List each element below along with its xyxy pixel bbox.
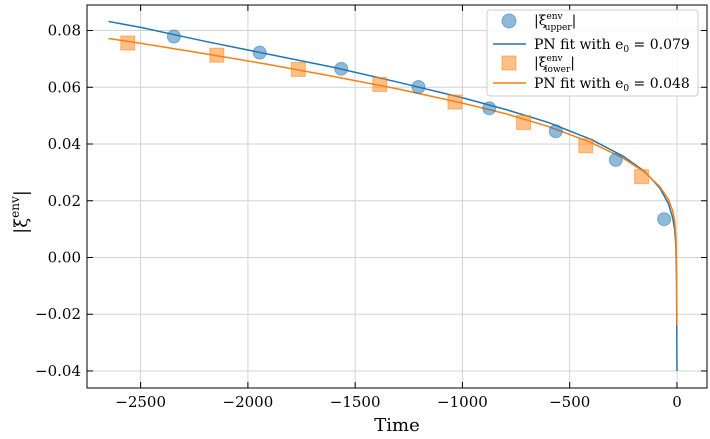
y-tick-label: 0.02 (48, 192, 81, 210)
legend-label-upper-main: |ξ (534, 13, 547, 29)
data-point-lower (372, 76, 388, 92)
x-tick-label: −500 (549, 393, 590, 411)
svg-text:PN fit with e0 = 0.079: PN fit with e0 = 0.079 (534, 37, 690, 55)
legend-entry-fit-lower: PN fit with e0 = 0.048 (493, 76, 690, 94)
legend-entry-fit-upper: PN fit with e0 = 0.079 (493, 37, 690, 55)
y-tick-label: 0.00 (48, 248, 81, 266)
data-point-upper (482, 101, 497, 116)
x-tick-label: −2000 (223, 393, 274, 411)
x-tick-label: 0 (672, 393, 682, 411)
y-tick-label: 0.06 (48, 78, 81, 96)
x-tick-label: −2500 (115, 393, 166, 411)
y-axis-title-sup: env (8, 196, 22, 218)
y-axis-title-close: | (11, 190, 32, 196)
data-point-upper (411, 79, 426, 94)
legend-label-upper-sub: upper (545, 23, 573, 33)
legend-label-lower-close: | (570, 55, 575, 71)
data-point-lower (447, 94, 463, 110)
svg-text:|ξenv|: |ξenv| (8, 190, 32, 234)
legend-entry-lower: |ξenv lower| (501, 54, 575, 75)
data-point-upper (657, 212, 672, 227)
legend-label-fit-upper-text: PN fit with e (534, 37, 623, 53)
data-point-lower (578, 138, 594, 154)
data-point-lower (209, 47, 225, 63)
legend-label-upper-close: | (572, 13, 577, 29)
legend-label-fit-upper-value: = 0.079 (629, 37, 690, 53)
legend-label-fit-upper-sub: 0 (623, 45, 629, 55)
legend: |ξenv upper| PN fit with e0 = 0.079 |ξenv… (486, 9, 699, 97)
data-point-upper (252, 45, 267, 60)
data-point-lower (634, 169, 650, 185)
plot-frame (86, 4, 708, 389)
data-point-upper (334, 61, 349, 76)
legend-box (486, 9, 699, 97)
legend-label-lower-sub: lower (545, 65, 571, 75)
y-tick-label: −0.04 (35, 362, 81, 380)
x-tick-label: −1500 (330, 393, 381, 411)
legend-label-upper-sup: env (546, 12, 563, 22)
legend-entry-upper: |ξenv upper| (501, 12, 576, 33)
x-axis-title: Time (374, 415, 419, 436)
y-tick-label: 0.04 (48, 135, 81, 153)
data-point-upper (608, 152, 623, 167)
y-tick-label: 0.08 (48, 22, 81, 40)
data-point-lower (120, 35, 136, 51)
svg-text:PN fit with e0 = 0.048: PN fit with e0 = 0.048 (534, 76, 690, 94)
y-axis-title-main: |ξ (11, 218, 32, 234)
y-tick-label: −0.02 (35, 305, 81, 323)
legend-label-fit-lower-value: = 0.048 (629, 76, 690, 92)
data-point-upper (166, 29, 181, 44)
legend-label-lower-sup: env (546, 54, 563, 64)
legend-marker-circle (501, 13, 517, 29)
y-axis-title: |ξenv| (8, 190, 32, 234)
series-layer (108, 20, 678, 371)
data-point-lower (516, 114, 532, 130)
data-point-lower (290, 61, 306, 77)
legend-label-fit-lower-sub: 0 (623, 84, 629, 94)
legend-label-fit-lower-text: PN fit with e (534, 76, 623, 92)
data-point-upper (548, 124, 563, 139)
tick-layer: −2500 −2000 −1500 −1000 −500 0 −0.04 −0.02 0.00 0… (35, 5, 707, 411)
x-tick-label: −1000 (437, 393, 488, 411)
legend-label-lower-main: |ξ (534, 55, 547, 71)
legend-marker-square (501, 55, 517, 71)
